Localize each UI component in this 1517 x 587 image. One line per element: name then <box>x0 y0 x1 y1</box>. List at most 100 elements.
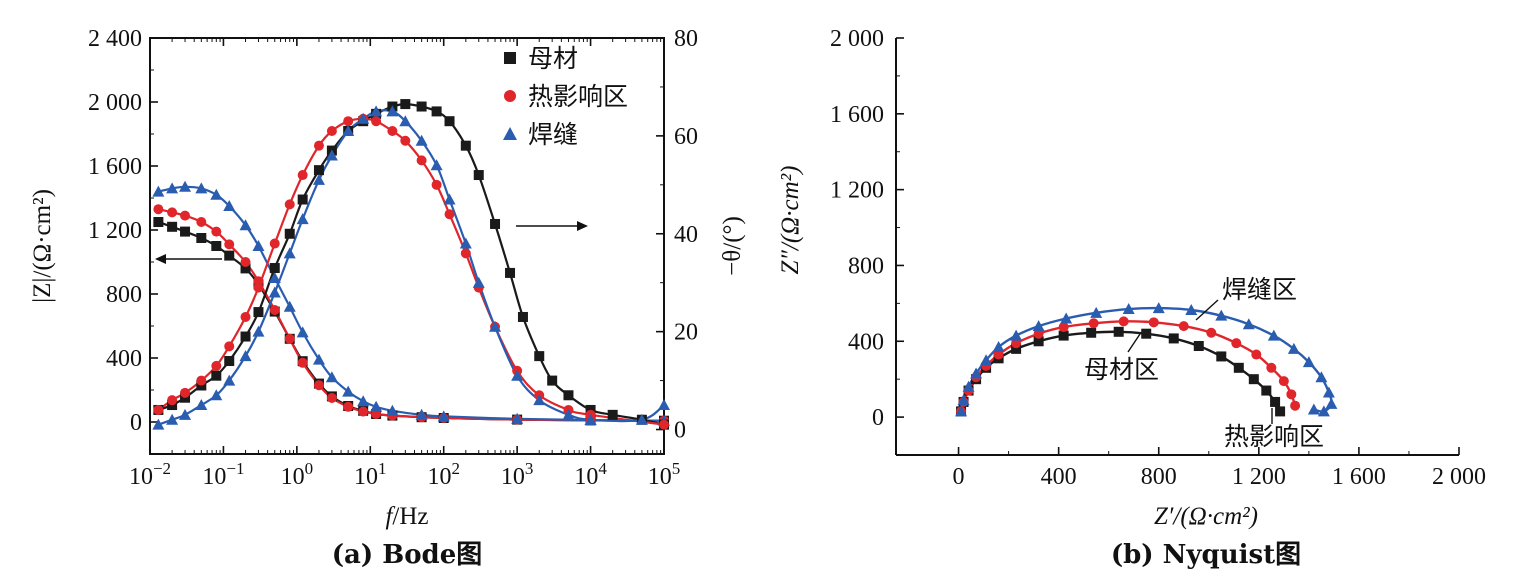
bode-data-point <box>386 105 399 117</box>
bode-data-point <box>325 371 338 383</box>
bode-data-point <box>297 170 308 181</box>
bode-legend-marker <box>503 127 517 140</box>
nyquist-y-tick-label: 400 <box>848 329 884 355</box>
bode-data-point <box>635 413 648 425</box>
bode-data-point <box>240 257 251 267</box>
bode-data-point <box>223 374 236 386</box>
bode-data-point <box>472 276 485 288</box>
bode-data-point <box>269 238 280 249</box>
bode-data-point <box>180 210 191 221</box>
bode-data-point <box>460 248 471 259</box>
bode-caption: (a) Bode图 <box>332 540 483 570</box>
bode-y-left-tick-label: 1 200 <box>88 218 142 244</box>
nyquist-data-point <box>1287 342 1300 354</box>
bode-data-point <box>153 404 164 415</box>
bode-x-tick-label: 103 <box>501 459 534 490</box>
bode-y-right-tick-label: 0 <box>674 418 686 444</box>
nyquist-data-point <box>970 367 983 379</box>
nyquist-caption: (b) Nyquist图 <box>1111 540 1301 570</box>
bode-data-point <box>179 180 192 192</box>
nyquist-data-point <box>1058 322 1069 333</box>
bode-data-point <box>167 395 178 406</box>
bode-legend-label: 母材 <box>528 44 578 73</box>
bode-y-right-tick-label: 80 <box>674 26 698 52</box>
bode-data-point <box>343 401 354 412</box>
bode-data-point <box>166 182 179 194</box>
bode-x-label: f/Hz <box>385 503 428 530</box>
nyquist-data-point <box>1113 326 1124 337</box>
bode-fit-line <box>157 102 665 426</box>
nyquist-data-point <box>962 380 975 392</box>
annotation-haz-label: 热影响区 <box>1224 422 1324 451</box>
nyquist-data-point <box>1058 330 1069 341</box>
nyquist-data-point <box>1251 349 1262 360</box>
nyquist-data-point <box>1178 321 1189 332</box>
bode-data-point <box>607 409 618 420</box>
nyquist-data-point <box>993 349 1004 360</box>
nyquist-data-point <box>1302 356 1315 368</box>
bode-data-point <box>283 247 296 259</box>
nyquist-data-point <box>1185 303 1198 315</box>
bode-data-point <box>416 101 427 112</box>
bode-data-point <box>505 267 516 278</box>
bode-data-point <box>179 408 192 420</box>
nyquist-data-point <box>1290 400 1301 411</box>
bode-data-point <box>584 413 597 425</box>
bode-data-point <box>224 250 235 261</box>
bode-data-point <box>180 387 191 398</box>
bode-data-point <box>283 300 296 312</box>
bode-legend-marker <box>504 52 516 64</box>
nyquist-x-tick-label: 800 <box>1141 464 1177 490</box>
nyquist-data-point <box>1118 316 1129 327</box>
bode-data-point <box>313 140 324 151</box>
bode-data-point <box>167 221 178 232</box>
bode-data-point <box>284 199 295 210</box>
bode-data-point <box>153 204 164 215</box>
bode-y-right-tick-label: 40 <box>674 222 698 248</box>
bode-data-point <box>415 408 428 420</box>
nyquist-data-point <box>1261 385 1272 396</box>
bode-y-left-tick-label: 2 400 <box>88 26 142 52</box>
nyquist-data-point <box>1267 329 1280 341</box>
nyquist-data-point <box>992 340 1005 352</box>
nyquist-x-tick-label: 400 <box>1041 464 1077 490</box>
bode-data-point <box>196 375 207 386</box>
bode-data-point <box>211 360 222 371</box>
bode-legend-label: 焊缝 <box>528 120 578 149</box>
bode-y-left-label: |Z|/(Ω·cm²) <box>29 189 56 303</box>
nyquist-data-point <box>1033 336 1044 347</box>
nyquist-ticks: 0 400 800 1 200 1 600 2 000 0 400 800 1 200 1 600 2… <box>830 26 1486 490</box>
annotation-weld: 焊缝区 <box>1195 275 1297 321</box>
bode-data-point <box>387 125 398 136</box>
bode-data-point <box>296 213 309 225</box>
bode-fit-line <box>158 208 665 422</box>
bode-data-point <box>297 357 308 368</box>
bode-data-point <box>357 112 370 124</box>
nyquist-data-point <box>1275 406 1286 417</box>
bode-data-point <box>460 140 471 151</box>
nyquist-data-point <box>1233 362 1244 373</box>
bode-data-point <box>343 116 354 127</box>
bode-data-point <box>180 226 191 237</box>
bode-data-point <box>563 390 574 401</box>
bode-data-points <box>152 99 670 430</box>
bode-data-point <box>437 410 450 422</box>
nyquist-data-point <box>1032 320 1045 332</box>
bode-data-point <box>269 305 280 315</box>
bode-data-point <box>224 356 235 367</box>
bode-y-right-tick-label: 60 <box>674 124 698 150</box>
nyquist-data-point <box>1088 318 1099 329</box>
nyquist-data-point <box>1193 341 1204 352</box>
bode-data-point <box>240 311 251 322</box>
nyquist-data-point <box>1317 405 1330 417</box>
nyquist-data-point <box>1231 338 1242 349</box>
bode-y-right-label: −θ/(°) <box>719 216 746 276</box>
bode-data-point <box>196 233 207 243</box>
bode-x-tick-label: 10−2 <box>129 459 171 490</box>
annotation-haz: 热影响区 <box>1224 408 1324 451</box>
bode-data-point <box>443 193 456 205</box>
bode-data-point <box>511 412 524 424</box>
